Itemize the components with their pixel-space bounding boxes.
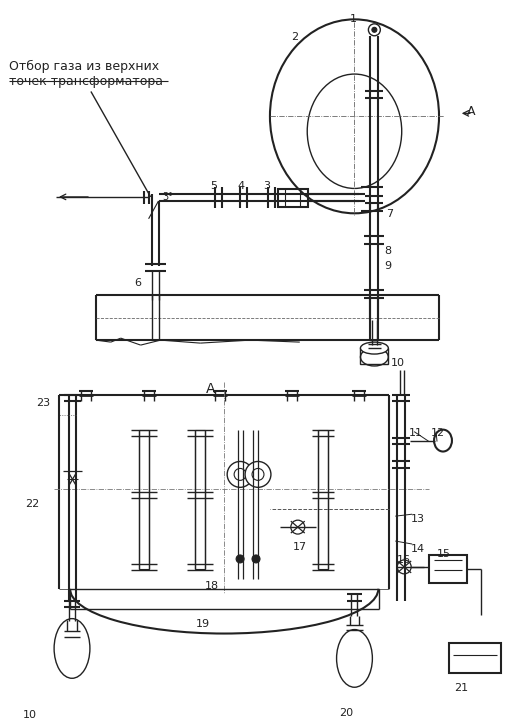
Circle shape bbox=[291, 520, 305, 534]
Ellipse shape bbox=[361, 342, 389, 354]
Text: 23: 23 bbox=[36, 398, 51, 408]
Text: 9: 9 bbox=[384, 261, 392, 271]
Text: 15: 15 bbox=[437, 549, 451, 559]
Text: 10: 10 bbox=[391, 358, 405, 368]
Text: Отбор газа из верхних
точек трансформатора: Отбор газа из верхних точек трансформато… bbox=[9, 60, 164, 88]
Text: 17: 17 bbox=[293, 542, 307, 552]
Text: 3°: 3° bbox=[163, 192, 173, 202]
Text: 12: 12 bbox=[431, 428, 445, 438]
Text: 14: 14 bbox=[411, 544, 425, 554]
Text: 19: 19 bbox=[196, 619, 209, 629]
Circle shape bbox=[252, 555, 260, 563]
Circle shape bbox=[236, 555, 244, 563]
Text: 20: 20 bbox=[340, 708, 353, 718]
Text: 2: 2 bbox=[291, 32, 298, 42]
Text: 13: 13 bbox=[411, 514, 425, 524]
Text: 10: 10 bbox=[23, 710, 37, 720]
Text: 21: 21 bbox=[454, 683, 468, 693]
Circle shape bbox=[368, 24, 380, 36]
Text: 4: 4 bbox=[237, 181, 244, 191]
Text: 11: 11 bbox=[409, 428, 423, 438]
Bar bbox=[139, 430, 149, 569]
Text: 8: 8 bbox=[384, 245, 392, 256]
Ellipse shape bbox=[54, 619, 90, 678]
Text: А: А bbox=[205, 382, 215, 396]
Circle shape bbox=[397, 560, 411, 574]
Text: 22: 22 bbox=[25, 499, 40, 509]
Text: 16: 16 bbox=[397, 555, 411, 565]
Ellipse shape bbox=[336, 629, 373, 688]
Circle shape bbox=[227, 462, 253, 487]
Bar bbox=[361, 348, 389, 364]
Bar bbox=[318, 430, 328, 569]
Ellipse shape bbox=[270, 20, 439, 213]
Text: 6: 6 bbox=[135, 279, 142, 288]
Text: 7: 7 bbox=[386, 209, 393, 219]
Bar bbox=[278, 189, 308, 207]
Ellipse shape bbox=[434, 430, 452, 452]
Ellipse shape bbox=[361, 348, 389, 366]
Text: А: А bbox=[467, 105, 475, 118]
Text: 1: 1 bbox=[349, 14, 357, 24]
Text: 18: 18 bbox=[205, 581, 219, 591]
Ellipse shape bbox=[307, 74, 402, 189]
Circle shape bbox=[245, 462, 271, 487]
Circle shape bbox=[372, 28, 377, 32]
Bar bbox=[449, 643, 501, 673]
Text: 3: 3 bbox=[263, 181, 270, 191]
Bar bbox=[429, 555, 467, 583]
Bar bbox=[196, 430, 205, 569]
Text: 5: 5 bbox=[210, 181, 217, 191]
